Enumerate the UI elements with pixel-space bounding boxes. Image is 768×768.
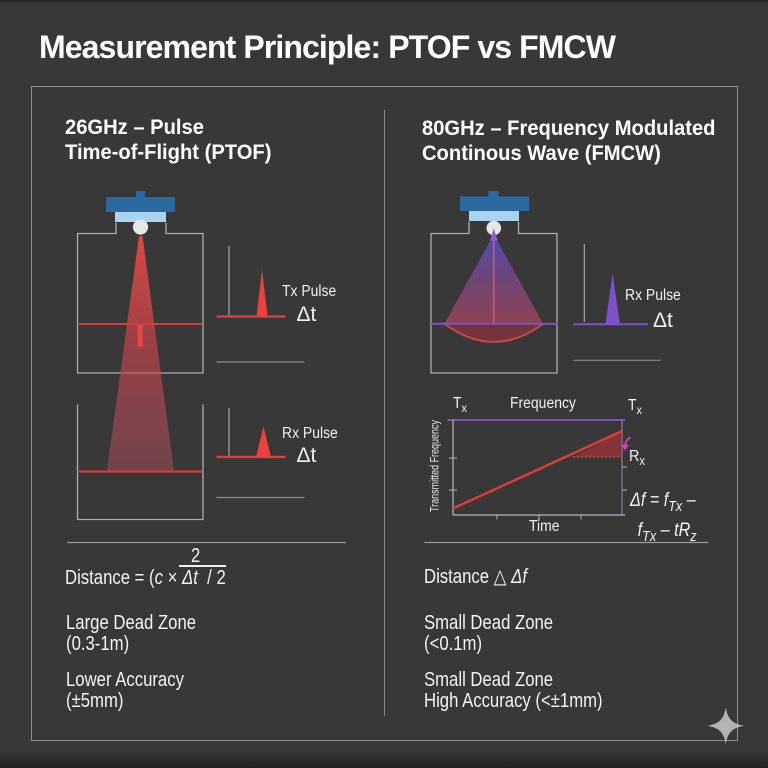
svg-text:Transmitted Frequency: Transmitted Frequency — [430, 420, 442, 512]
